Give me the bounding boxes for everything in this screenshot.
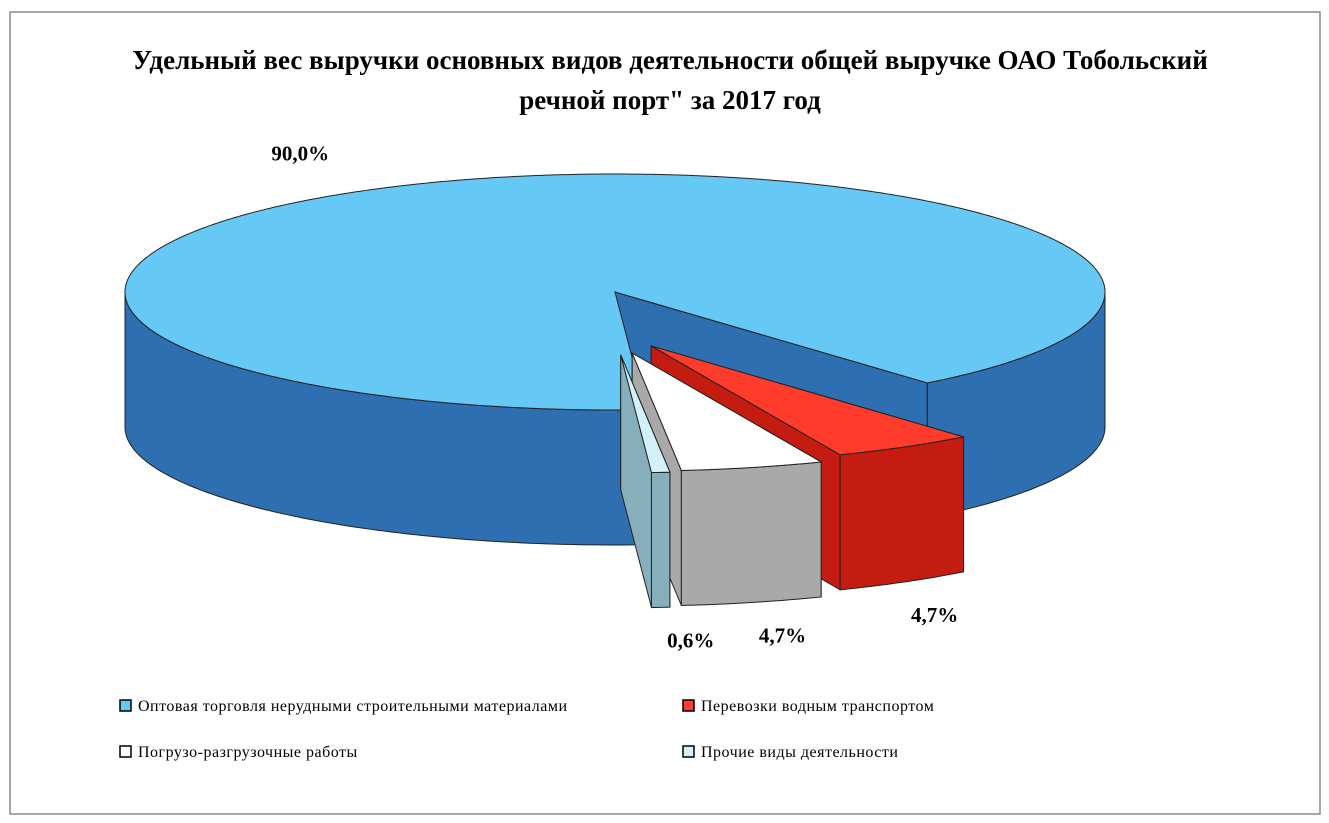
legend-label: Перевозки водным транспортом xyxy=(701,698,934,715)
legend-label: Прочие виды деятельности xyxy=(701,744,898,761)
legend-label: Погрузо-разгрузочные работы xyxy=(138,744,358,761)
data-label: 0,6% xyxy=(667,628,714,652)
slice-wall xyxy=(650,471,671,609)
data-label: 4,7% xyxy=(911,603,958,627)
legend-swatch xyxy=(119,745,132,758)
legend-swatch xyxy=(119,699,132,712)
data-label: 4,7% xyxy=(759,623,806,647)
slice-wall xyxy=(839,436,965,591)
legend-swatch xyxy=(682,745,695,758)
data-label: 90,0% xyxy=(271,141,329,165)
slice-top xyxy=(650,345,964,456)
chart-title: Удельный вес выручки основных видов деят… xyxy=(132,45,1208,115)
frame xyxy=(9,11,1321,815)
slice-top xyxy=(124,173,1106,411)
legend-swatch xyxy=(682,699,695,712)
slice xyxy=(620,354,671,609)
slice-top xyxy=(631,351,823,471)
legend-label: Оптовая торговля нерудными строительными… xyxy=(138,698,568,715)
slice-top xyxy=(620,354,671,474)
slice-wall xyxy=(680,461,822,606)
